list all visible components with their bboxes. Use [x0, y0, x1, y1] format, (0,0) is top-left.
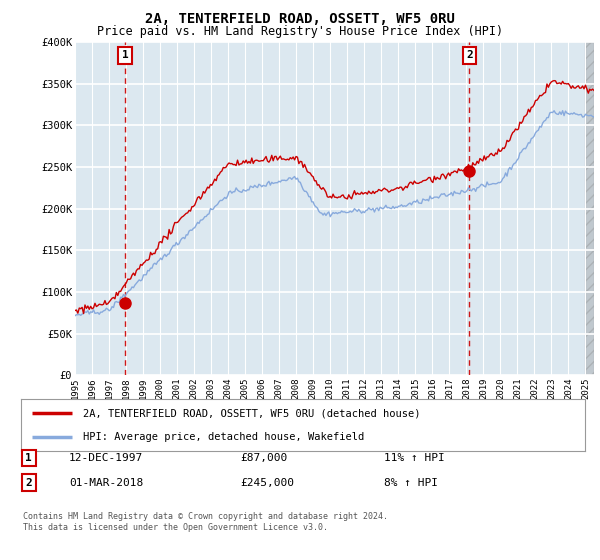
Text: 2: 2 — [25, 478, 32, 488]
Text: HPI: Average price, detached house, Wakefield: HPI: Average price, detached house, Wake… — [83, 432, 364, 442]
Text: £245,000: £245,000 — [240, 478, 294, 488]
Bar — [586, 42, 594, 375]
Text: £87,000: £87,000 — [240, 453, 287, 463]
Text: Contains HM Land Registry data © Crown copyright and database right 2024.
This d: Contains HM Land Registry data © Crown c… — [23, 512, 388, 532]
Text: 01-MAR-2018: 01-MAR-2018 — [69, 478, 143, 488]
Text: 1: 1 — [122, 50, 128, 60]
Text: 12-DEC-1997: 12-DEC-1997 — [69, 453, 143, 463]
Text: Price paid vs. HM Land Registry's House Price Index (HPI): Price paid vs. HM Land Registry's House … — [97, 25, 503, 38]
Text: 11% ↑ HPI: 11% ↑ HPI — [384, 453, 445, 463]
Text: 2A, TENTERFIELD ROAD, OSSETT, WF5 0RU (detached house): 2A, TENTERFIELD ROAD, OSSETT, WF5 0RU (d… — [83, 408, 421, 418]
Text: 8% ↑ HPI: 8% ↑ HPI — [384, 478, 438, 488]
Text: 2: 2 — [466, 50, 473, 60]
Text: 1: 1 — [25, 453, 32, 463]
Text: 2A, TENTERFIELD ROAD, OSSETT, WF5 0RU: 2A, TENTERFIELD ROAD, OSSETT, WF5 0RU — [145, 12, 455, 26]
